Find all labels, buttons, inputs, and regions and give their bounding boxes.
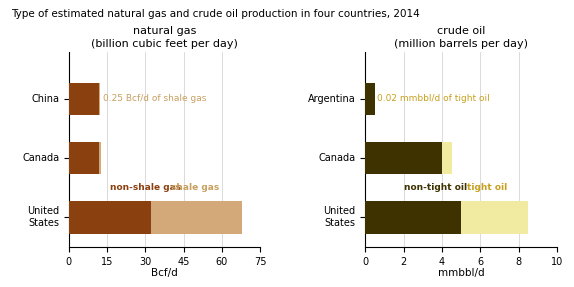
- X-axis label: mmbbl/d: mmbbl/d: [438, 268, 484, 278]
- Bar: [69, 201, 150, 234]
- Text: tight oil: tight oil: [467, 183, 507, 192]
- Text: 0.02 mmbbl/d of tight oil: 0.02 mmbbl/d of tight oil: [377, 94, 490, 104]
- Text: 0.25 Bcf/d of shale gas: 0.25 Bcf/d of shale gas: [103, 94, 207, 104]
- Title: crude oil
(million barrels per day): crude oil (million barrels per day): [394, 26, 528, 49]
- Title: natural gas
(billion cubic feet per day): natural gas (billion cubic feet per day): [91, 26, 238, 49]
- Bar: [150, 201, 242, 234]
- Bar: [461, 201, 528, 234]
- Bar: [442, 142, 452, 174]
- Bar: [69, 142, 99, 174]
- Bar: [366, 142, 442, 174]
- Bar: [69, 83, 99, 115]
- Text: non-tight oil: non-tight oil: [404, 183, 467, 192]
- Bar: [99, 83, 100, 115]
- Bar: [99, 142, 101, 174]
- Text: non-shale gas: non-shale gas: [110, 183, 181, 192]
- X-axis label: Bcf/d: Bcf/d: [151, 268, 178, 278]
- Bar: [366, 201, 461, 234]
- Text: Type of estimated natural gas and crude oil production in four countries, 2014: Type of estimated natural gas and crude …: [11, 9, 420, 19]
- Bar: [366, 83, 375, 115]
- Text: shale gas: shale gas: [171, 183, 219, 192]
